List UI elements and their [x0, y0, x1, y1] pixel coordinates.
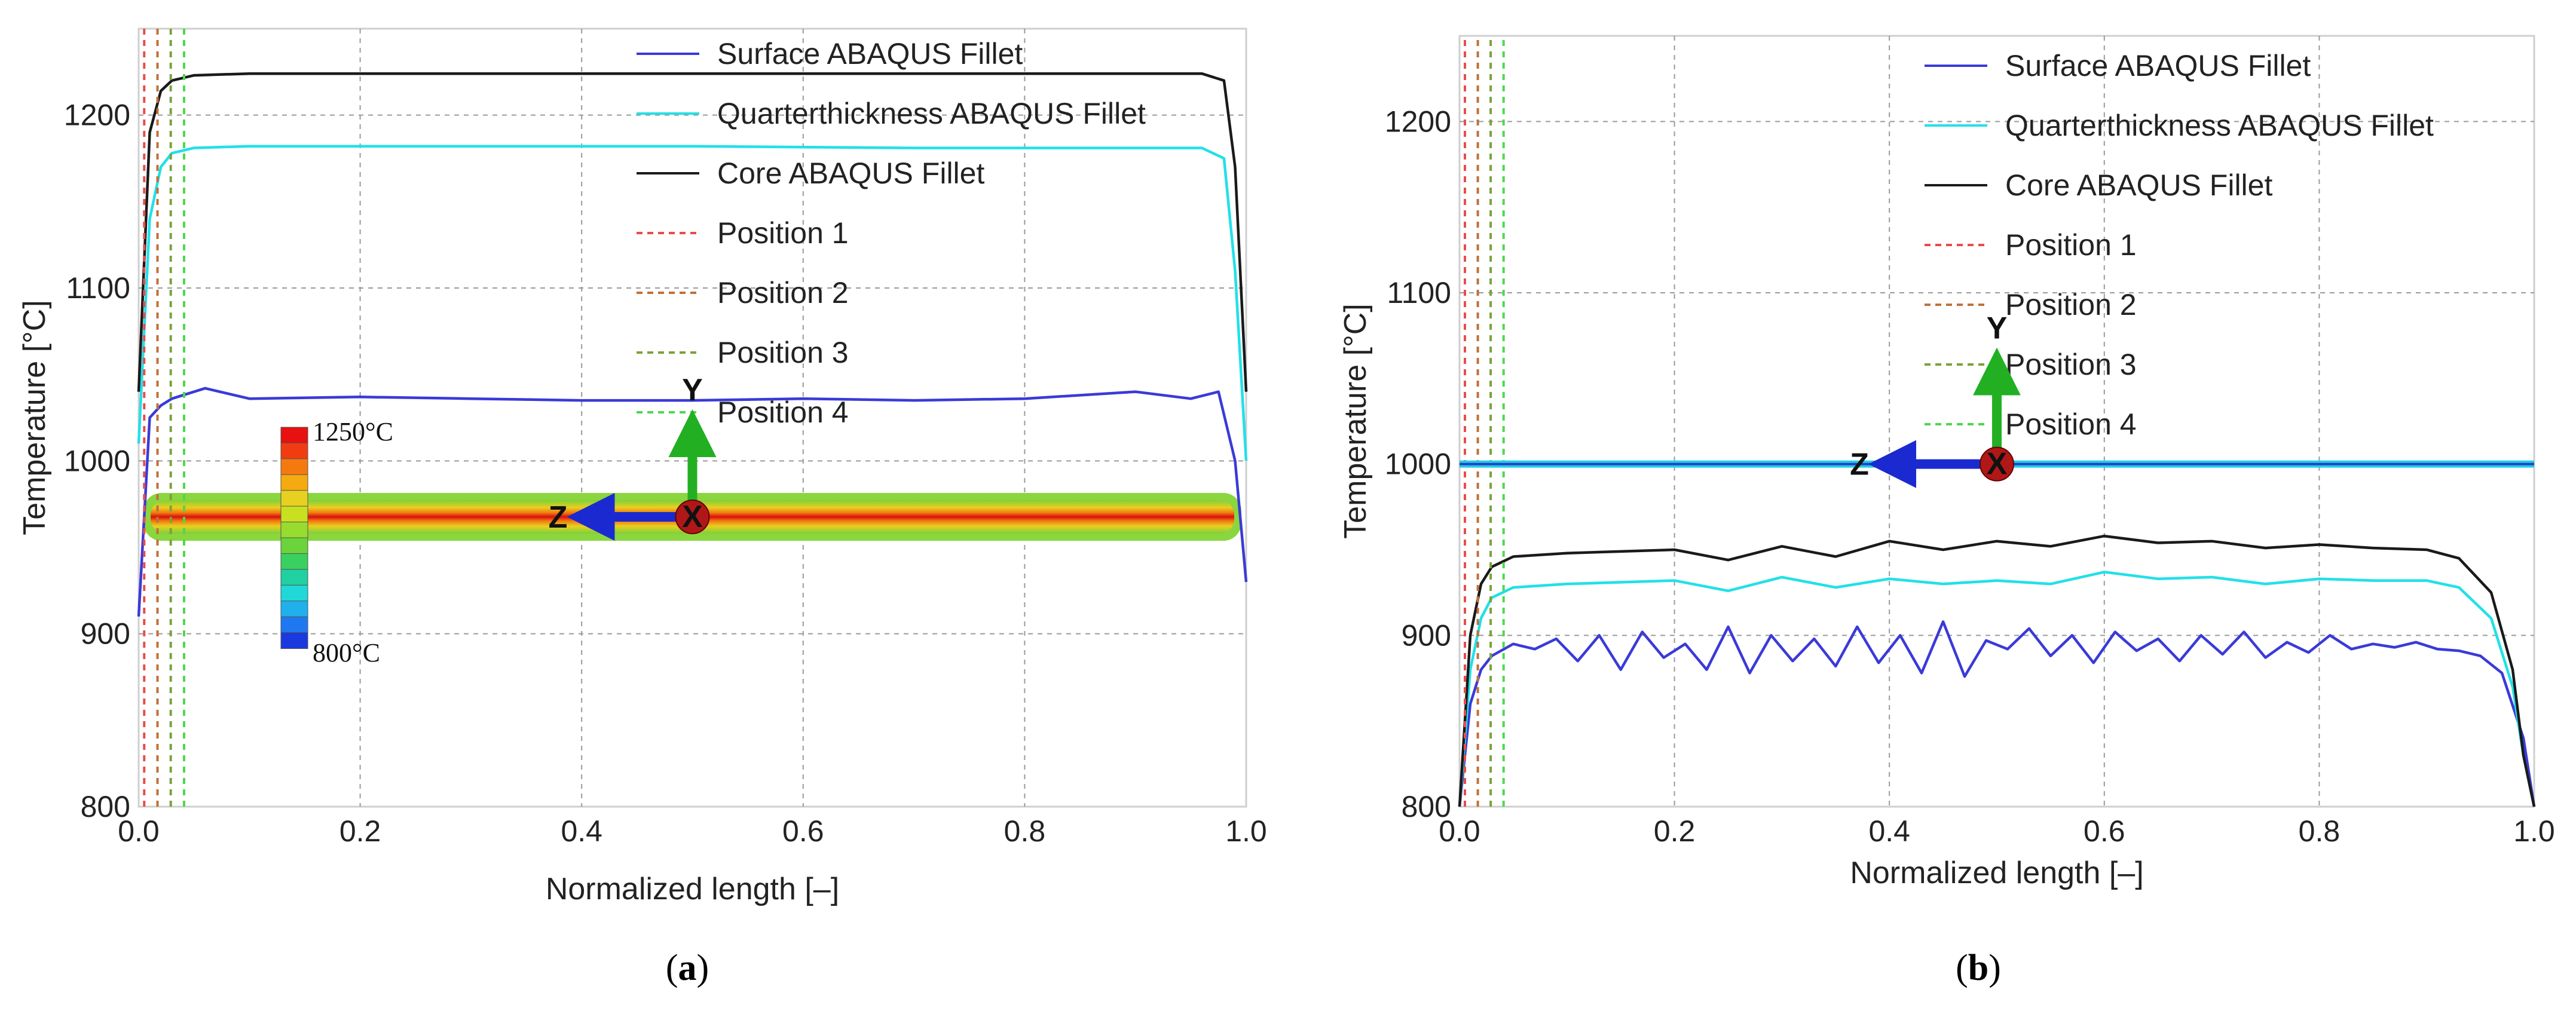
- panel-b-x-axis-label: Normalized length [–]: [1850, 856, 2143, 890]
- panel-a-triad-z-label: Z: [549, 500, 568, 535]
- panel-a-colorbar-segment: [280, 506, 308, 523]
- panel-a-series-line-2: [137, 145, 1248, 461]
- panel-a-y-axis-label: Temperature [°C]: [17, 300, 52, 535]
- panel-a-colorbar-segment: [280, 427, 308, 444]
- chart-panel-a: 1250°C 800°C Surface ABAQUS Fillet Quartert…: [17, 27, 1267, 988]
- panel-a-colorbar-max-label: 1250°C: [313, 417, 393, 446]
- panel-a-x-tick-label: 0.8: [1004, 814, 1046, 848]
- panel-b-legend-label-4: Position 1: [2005, 228, 2137, 262]
- panel-b-triad-z-label: Z: [1850, 448, 1869, 482]
- panel-a-y-tick-label: 800: [81, 790, 130, 823]
- panel-a-triad-origin: [675, 500, 710, 534]
- panel-a-colorbar-min-label: 800°C: [313, 638, 380, 667]
- panel-b-triad-origin: [1980, 446, 2014, 482]
- panel-a-triad-x-label: X: [682, 500, 703, 534]
- panel-a-caption: (a): [666, 948, 709, 988]
- panel-b-caption: (b): [1956, 948, 2001, 988]
- panel-b-series-line-2: [1458, 571, 2536, 807]
- panel-a-colorbar-segment: [280, 522, 308, 538]
- panel-a-y-tick-label: 1000: [64, 444, 130, 477]
- panel-b-triad-y-label: Y: [1987, 311, 2008, 346]
- panel-a-legend-label-3: Core ABAQUS Fillet: [717, 157, 984, 190]
- panel-b-legend-label-3: Core ABAQUS Fillet: [2005, 169, 2272, 202]
- panel-b-x-tick-label: 0.0: [1439, 814, 1480, 848]
- panel-a-x-tick-label: 0.4: [561, 814, 602, 848]
- panel-a-colorbar-segment: [280, 490, 308, 507]
- panel-a-x-axis-label: Normalized length [–]: [546, 872, 839, 906]
- panel-b-series-line-3: [1458, 534, 2536, 807]
- panel-b-x-tick-label: 1.0: [2513, 814, 2555, 848]
- panel-b-x-tick-label: 0.8: [2299, 814, 2341, 848]
- panel-a-series-line-3: [137, 72, 1248, 392]
- chart-panel-b: Surface ABAQUS Fillet Quarterthickness AB…: [1338, 35, 2555, 988]
- panel-b-x-tick-label: 0.2: [1654, 814, 1696, 848]
- panel-a-y-tick-label: 1200: [64, 99, 130, 132]
- panel-b-y-tick-label: 1000: [1385, 448, 1451, 481]
- panel-a-series-line-1: [137, 387, 1248, 617]
- panel-b-y-tick-label: 1100: [1387, 276, 1451, 310]
- panel-a-y-tick-label: 900: [81, 617, 130, 651]
- panel-b-y-tick-label: 800: [1402, 790, 1451, 823]
- panel-b-legend-label-6: Position 3: [2005, 348, 2137, 381]
- panel-a-colorbar-segment: [280, 442, 308, 459]
- panel-a-legend-label-5: Position 2: [717, 276, 849, 310]
- panel-a-colorbar-segment: [280, 569, 308, 586]
- panel-b-x-tick-label: 0.4: [1868, 814, 1910, 848]
- panel-b-triad-x-label: X: [1987, 447, 2008, 482]
- panel-b-y-tick-label: 1200: [1385, 105, 1451, 138]
- panel-a-colorbar-segment: [280, 474, 308, 491]
- panel-b-legend-label-7: Position 4: [2005, 408, 2137, 441]
- panel-a-colorbar-segment: [280, 553, 308, 570]
- panel-a-x-tick-label: 1.0: [1225, 814, 1267, 848]
- panel-a-colorbar-segment: [280, 537, 308, 555]
- panel-a-legend-label-2: Quarterthickness ABAQUS Fillet: [717, 97, 1146, 130]
- panel-a-y-tick-label: 1100: [66, 271, 130, 305]
- panel-a-colorbar-segment: [280, 584, 308, 602]
- panel-b-legend-label-1: Surface ABAQUS Fillet: [2005, 49, 2311, 82]
- panel-a-legend-label-1: Surface ABAQUS Fillet: [717, 37, 1023, 71]
- panel-a-colorbar-segment: [280, 616, 308, 633]
- panel-a-triad-y-label: Y: [682, 373, 703, 408]
- panel-b-x-tick-label: 0.6: [2084, 814, 2125, 848]
- panel-a-legend-label-7: Position 4: [717, 396, 849, 429]
- panel-a-x-tick-label: 0.2: [339, 814, 381, 848]
- panel-b-series-line-1: [1458, 620, 2536, 807]
- panel-a-x-tick-label: 0.6: [782, 814, 824, 848]
- panel-a-colorbar-segment: [280, 632, 308, 649]
- panel-a-legend-label-4: Position 1: [717, 216, 849, 250]
- panel-a-x-tick-label: 0.0: [118, 814, 160, 848]
- panel-b-legend-label-2: Quarterthickness ABAQUS Fillet: [2005, 109, 2434, 142]
- panel-b-y-tick-label: 900: [1402, 618, 1451, 652]
- panel-a-legend-label-6: Position 3: [717, 336, 849, 369]
- panel-a-colorbar-segment: [280, 601, 308, 618]
- panel-b-legend-label-5: Position 2: [2005, 288, 2137, 321]
- panel-a-colorbar-segment: [280, 458, 308, 476]
- panel-b-y-axis-label: Temperature [°C]: [1338, 304, 1373, 539]
